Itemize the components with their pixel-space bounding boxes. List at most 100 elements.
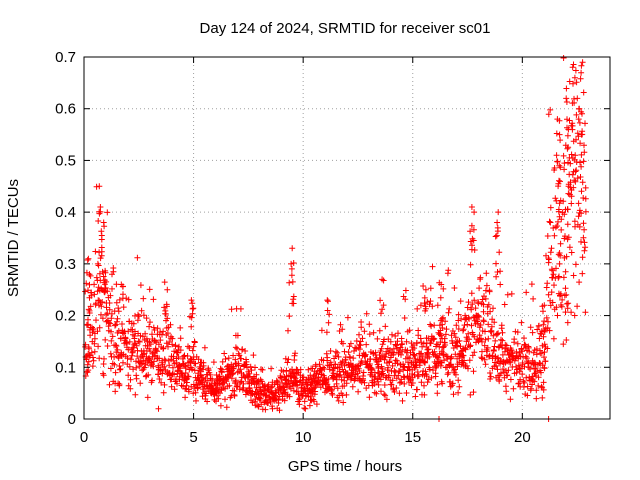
- data-point: [579, 254, 586, 261]
- data-point: [564, 319, 571, 326]
- data-point: [503, 342, 510, 349]
- data-point: [312, 375, 319, 382]
- data-point: [347, 340, 354, 347]
- data-point: [499, 344, 506, 351]
- data-point: [107, 292, 114, 299]
- data-point: [223, 404, 230, 411]
- data-point: [455, 311, 462, 318]
- data-point: [102, 336, 109, 343]
- data-point: [169, 335, 176, 342]
- data-point: [174, 380, 180, 387]
- data-point: [453, 339, 460, 346]
- data-point: [576, 119, 583, 126]
- data-point: [420, 283, 427, 289]
- data-point: [518, 348, 525, 354]
- data-point: [562, 142, 569, 149]
- data-point: [567, 160, 574, 167]
- data-point: [366, 394, 373, 401]
- data-point: [541, 365, 548, 372]
- data-point: [115, 308, 122, 315]
- data-point: [561, 160, 568, 167]
- data-point: [396, 379, 403, 386]
- data-point: [468, 322, 475, 329]
- data-point: [106, 319, 113, 326]
- data-point: [562, 285, 569, 292]
- data-point: [571, 156, 578, 163]
- data-point: [466, 315, 473, 322]
- data-point: [428, 374, 435, 381]
- data-point: [99, 268, 106, 275]
- data-point: [483, 270, 490, 277]
- data-point: [488, 329, 495, 335]
- data-point: [236, 352, 243, 359]
- data-point: [190, 305, 197, 312]
- data-point: [553, 130, 560, 137]
- data-point: [281, 397, 288, 404]
- data-point: [434, 381, 441, 388]
- data-point: [85, 287, 91, 294]
- data-point: [325, 298, 331, 305]
- data-point: [456, 337, 463, 344]
- data-point: [490, 332, 497, 339]
- data-point: [571, 74, 578, 81]
- data-point: [527, 324, 534, 331]
- data-point: [340, 399, 347, 406]
- data-point: [97, 208, 104, 215]
- data-point: [344, 314, 351, 321]
- data-point: [542, 358, 549, 365]
- data-point: [457, 298, 464, 305]
- data-point: [186, 345, 193, 351]
- data-point: [477, 322, 484, 328]
- data-point: [501, 301, 508, 308]
- data-point: [222, 356, 229, 362]
- data-point: [487, 370, 493, 376]
- data-point: [367, 356, 374, 362]
- data-point: [543, 314, 550, 321]
- data-point: [576, 105, 583, 112]
- data-point: [103, 304, 110, 311]
- data-point: [183, 376, 190, 383]
- data-point: [182, 363, 189, 370]
- data-point: [438, 281, 445, 288]
- data-point: [493, 232, 500, 239]
- data-point: [285, 356, 292, 363]
- data-point: [92, 248, 99, 255]
- data-point: [471, 349, 478, 356]
- data-point: [445, 309, 452, 316]
- data-point: [417, 302, 424, 309]
- data-point: [415, 327, 422, 334]
- data-point: [406, 327, 413, 334]
- data-point: [116, 366, 123, 373]
- data-point: [555, 218, 561, 225]
- data-point: [387, 338, 394, 345]
- data-point: [375, 381, 382, 388]
- data-point: [490, 348, 497, 354]
- data-point: [546, 327, 553, 334]
- data-point: [108, 328, 114, 335]
- y-axis-label: SRMTID / TECUs: [5, 179, 22, 297]
- data-point: [518, 365, 524, 372]
- data-point: [573, 136, 579, 143]
- data-point: [393, 385, 400, 391]
- data-point: [324, 297, 331, 304]
- data-point: [358, 319, 365, 325]
- data-point: [548, 289, 555, 296]
- data-point: [177, 347, 184, 354]
- data-point: [479, 348, 485, 355]
- data-point: [481, 342, 488, 349]
- data-point: [161, 304, 168, 311]
- data-point: [467, 391, 474, 398]
- data-point: [104, 209, 111, 216]
- data-point: [582, 120, 588, 127]
- data-point: [484, 344, 491, 351]
- data-point: [286, 313, 293, 320]
- data-point: [100, 273, 107, 280]
- data-point: [325, 319, 332, 326]
- data-point: [161, 363, 168, 370]
- data-point: [96, 183, 103, 190]
- data-point: [578, 62, 585, 69]
- data-point: [183, 379, 190, 386]
- data-point: [340, 340, 346, 347]
- data-point: [108, 315, 115, 322]
- data-point: [495, 209, 502, 216]
